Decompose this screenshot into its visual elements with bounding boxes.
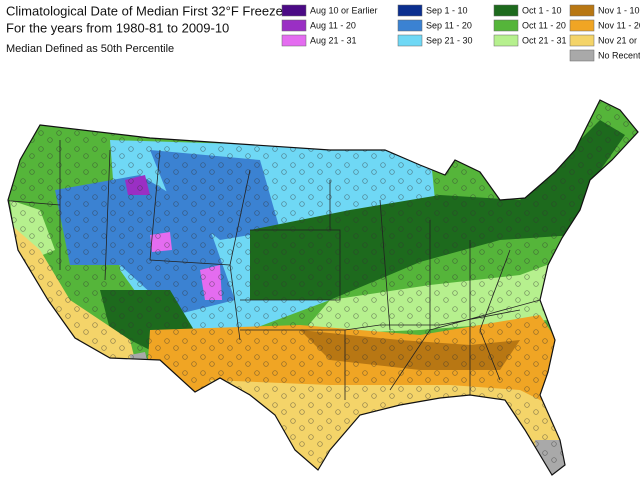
legend-swatch bbox=[397, 34, 423, 47]
title-line: Climatological Date of Median First 32°F… bbox=[6, 3, 283, 18]
legend-label: Oct 11 - 20 bbox=[522, 20, 566, 30]
legend-label: Oct 1 - 10 bbox=[522, 5, 562, 15]
legend-label: Aug 10 or Earlier bbox=[310, 5, 378, 15]
legend-swatch bbox=[281, 4, 307, 17]
legend-label: No Recent Frz bbox=[598, 50, 640, 60]
legend-swatch bbox=[569, 49, 595, 62]
legend-swatch bbox=[397, 4, 423, 17]
legend-swatch bbox=[281, 34, 307, 47]
legend-swatch bbox=[569, 34, 595, 47]
legend-label: Aug 11 - 20 bbox=[310, 20, 356, 30]
title-line: For the years from 1980-81 to 2009-10 bbox=[6, 20, 229, 35]
legend-label: Nov 1 - 10 bbox=[598, 5, 640, 15]
legend-label: Sep 11 - 20 bbox=[426, 20, 472, 30]
legend-label: Aug 21 - 31 bbox=[310, 35, 357, 45]
legend-label: Nov 11 - 20 bbox=[598, 20, 640, 30]
legend-label: Nov 21 or Later bbox=[598, 35, 640, 45]
subtitle: Median Defined as 50th Percentile bbox=[6, 43, 174, 55]
legend-swatch bbox=[493, 34, 519, 47]
legend-swatch bbox=[493, 19, 519, 32]
legend-swatch bbox=[569, 4, 595, 17]
us-outline bbox=[7, 99, 639, 476]
legend-swatch bbox=[281, 19, 307, 32]
legend-label: Oct 21 - 31 bbox=[522, 35, 567, 45]
legend: Aug 10 or Earlier Aug 11 - 20 Aug 21 - 31 S… bbox=[281, 4, 640, 62]
legend-label: Sep 21 - 30 bbox=[426, 35, 473, 45]
legend-swatch bbox=[397, 19, 423, 32]
legend-swatch bbox=[569, 19, 595, 32]
freeze-region bbox=[55, 340, 72, 360]
legend-label: Sep 1 - 10 bbox=[426, 5, 468, 15]
legend-swatch bbox=[493, 4, 519, 17]
